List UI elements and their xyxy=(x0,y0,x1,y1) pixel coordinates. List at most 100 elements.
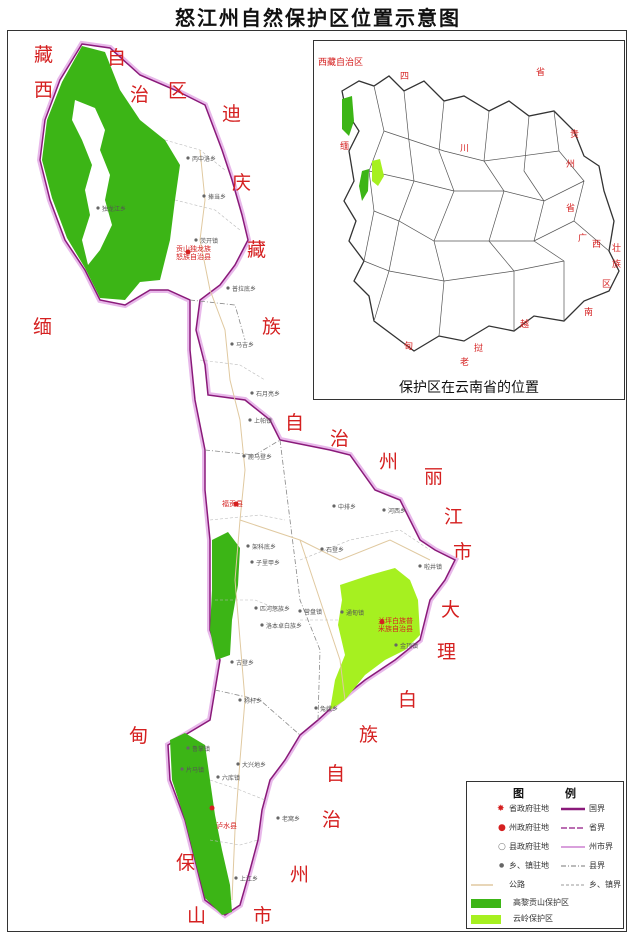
inset-label: 州 xyxy=(566,160,576,170)
town-label: 鲁掌镇 xyxy=(192,746,211,753)
province-border-icon xyxy=(561,827,585,829)
town-label: 匹河怒族乡 xyxy=(260,606,291,613)
inset-yunling xyxy=(372,159,384,186)
town-dots xyxy=(96,156,422,880)
town-label: 捧当乡 xyxy=(208,194,227,201)
town-label: 普拉底乡 xyxy=(232,286,257,293)
town-label: 啦井镇 xyxy=(424,564,443,571)
town-label: 称杆乡 xyxy=(244,698,263,705)
legend-row: ✸ 省政府驻地 国界 xyxy=(467,803,623,815)
town-label: 兔峨乡 xyxy=(320,706,339,713)
dot-icon: ● xyxy=(498,823,506,833)
town-label: 洛本卓白族乡 xyxy=(266,623,303,630)
label-tibet-5: 区 xyxy=(168,80,188,102)
inset-gaoligong xyxy=(342,96,354,136)
town-label: 丙中洛乡 xyxy=(192,156,217,163)
map-frame xyxy=(7,30,627,932)
label-baoshan-2: 山 xyxy=(187,905,207,927)
legend-area-row: 云岭保护区 xyxy=(467,913,623,925)
star-icon: ✸ xyxy=(497,804,505,814)
label-lijiang-2: 江 xyxy=(444,506,464,528)
inset-label: 南 xyxy=(584,308,594,318)
legend-area-label: 高黎贡山保护区 xyxy=(513,898,569,907)
legend-title-left: 图 xyxy=(513,787,524,800)
legend-label: 省界 xyxy=(589,823,605,832)
inset-label: 老 xyxy=(460,358,470,368)
town-label: 石登乡 xyxy=(326,547,345,554)
label-baoshan-3: 市 xyxy=(253,905,273,927)
yunling-reserve xyxy=(330,568,420,710)
label-myanmar-2: 甸 xyxy=(129,725,149,747)
small-dot-icon: ● xyxy=(499,862,505,869)
legend-label: 国界 xyxy=(589,804,605,813)
inset-label: 贵 xyxy=(570,130,580,140)
label-dali-1: 大 xyxy=(441,599,461,621)
label-dali-3: 白 xyxy=(398,689,418,711)
legend-label: 乡、镇界 xyxy=(589,880,621,889)
inset-label: 甸 xyxy=(404,342,414,352)
inset-label-tibet: 西藏自治区 xyxy=(318,58,364,68)
gaoligong-reserve-south xyxy=(170,733,232,915)
label-diqing-2: 庆 xyxy=(232,172,252,194)
inset-caption: 保护区在云南省的位置 xyxy=(399,380,539,396)
inset-label: 广 xyxy=(578,234,588,244)
town-label: 中排乡 xyxy=(338,504,357,511)
yunnan-outline xyxy=(341,75,620,352)
legend-row: ● 州政府驻地 省界 xyxy=(467,822,623,834)
town-label: 老窝乡 xyxy=(282,816,301,823)
circle-icon: ○ xyxy=(498,842,506,852)
town-label: 古登乡 xyxy=(236,660,255,667)
inset-label: 越 xyxy=(520,320,530,330)
county-borders xyxy=(189,299,321,736)
label-diqing-1: 迪 xyxy=(222,103,242,125)
legend-row: ● 乡、镇驻地 县界 xyxy=(467,860,623,872)
label-diqing-6: 治 xyxy=(330,428,350,450)
inset-label: 区 xyxy=(602,280,612,290)
label-dali-4: 族 xyxy=(359,724,379,746)
inset-gaoligong-south xyxy=(359,169,369,201)
town-label: 架科底乡 xyxy=(252,544,277,551)
town-label: 金顶镇 xyxy=(400,643,419,650)
map-legend: 图 例 ✸ 省政府驻地 国界 ● 州政府驻地 省界 ○ 县政府驻地 州市界 ● … xyxy=(466,781,624,929)
label-diqing-7: 州 xyxy=(379,451,399,473)
town-label: 河西乡 xyxy=(388,508,407,515)
legend-label: 州政府驻地 xyxy=(509,823,549,832)
town-label: 大兴地乡 xyxy=(242,762,267,769)
inset-label: 壮 xyxy=(612,244,622,254)
town-label: 石月亮乡 xyxy=(256,391,281,398)
inset-label: 西 xyxy=(592,240,602,250)
inset-label: 挝 xyxy=(474,344,484,354)
town-label: 片马镇 xyxy=(186,767,205,774)
legend-label: 公路 xyxy=(509,880,525,889)
inset-prefecture-lines xyxy=(363,85,610,337)
label-tibet-3: 自 xyxy=(107,47,127,69)
label-diqing-5: 自 xyxy=(285,412,305,434)
town-label: 独龙江乡 xyxy=(102,206,127,213)
legend-label: 乡、镇驻地 xyxy=(509,861,549,870)
town-label: 上帕镇 xyxy=(254,418,273,425)
town-label: 子里甲乡 xyxy=(256,560,281,567)
roads xyxy=(199,149,431,901)
inset-label: 族 xyxy=(612,260,622,270)
inset-label: 川 xyxy=(460,144,470,154)
label-lijiang-1: 丽 xyxy=(424,466,444,488)
county-label-gongshan: 贡山独龙族 怒族自治县 xyxy=(176,245,211,261)
yunling-swatch xyxy=(471,915,501,924)
inset-map-svg xyxy=(341,75,620,352)
label-baoshan-1: 保 xyxy=(176,852,196,874)
inset-label: 省 xyxy=(566,204,576,214)
gaoligong-swatch xyxy=(471,899,501,908)
label-tibet-1: 藏 xyxy=(34,44,54,66)
label-dali-2: 理 xyxy=(437,641,457,663)
town-label: 茨开镇 xyxy=(200,238,219,245)
county-label-lanping: 兰坪白族普 米族自治县 xyxy=(378,617,413,633)
county-label-lushui: 泸水县 xyxy=(216,822,237,830)
legend-label: 县界 xyxy=(589,861,605,870)
label-dali-5: 自 xyxy=(326,763,346,785)
label-diqing-4: 族 xyxy=(262,316,282,338)
label-tibet-4: 治 xyxy=(130,84,150,106)
label-myanmar-1: 缅 xyxy=(33,316,53,338)
township-border-icon xyxy=(561,884,585,886)
map-title: 怒江州自然保护区位置示意图 xyxy=(175,6,461,30)
